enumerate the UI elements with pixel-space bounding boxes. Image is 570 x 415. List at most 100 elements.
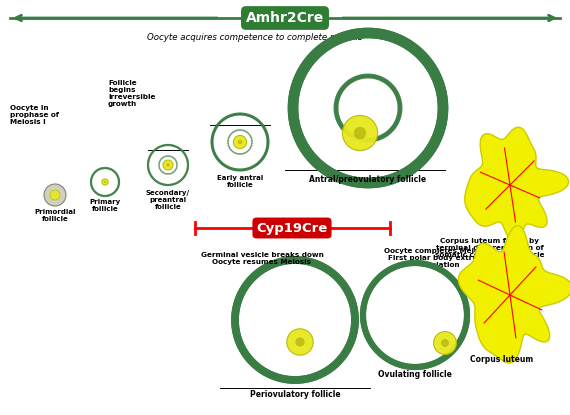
Circle shape <box>314 160 324 170</box>
Circle shape <box>360 318 367 325</box>
Circle shape <box>259 265 267 273</box>
Circle shape <box>186 169 189 171</box>
Circle shape <box>450 347 456 354</box>
Circle shape <box>248 358 256 366</box>
Circle shape <box>317 43 328 54</box>
Circle shape <box>266 133 268 136</box>
Circle shape <box>292 78 302 89</box>
Circle shape <box>236 153 238 154</box>
Circle shape <box>358 74 363 79</box>
Circle shape <box>451 347 457 353</box>
Circle shape <box>259 121 262 124</box>
Circle shape <box>92 188 94 190</box>
Circle shape <box>378 135 382 140</box>
Circle shape <box>170 173 172 174</box>
Circle shape <box>390 172 401 183</box>
Circle shape <box>178 148 181 150</box>
Circle shape <box>158 182 161 184</box>
Circle shape <box>90 178 92 181</box>
Circle shape <box>453 279 459 286</box>
Circle shape <box>217 122 221 125</box>
Circle shape <box>438 106 448 117</box>
Circle shape <box>462 325 469 332</box>
Circle shape <box>351 310 359 318</box>
Circle shape <box>174 158 176 160</box>
Circle shape <box>389 127 394 132</box>
Circle shape <box>371 28 382 39</box>
Circle shape <box>378 176 389 187</box>
Circle shape <box>437 90 447 101</box>
Circle shape <box>429 361 435 367</box>
Circle shape <box>386 357 393 364</box>
Circle shape <box>391 124 396 129</box>
Circle shape <box>351 77 356 82</box>
Circle shape <box>395 170 406 181</box>
Circle shape <box>383 79 388 84</box>
Circle shape <box>320 369 328 376</box>
Circle shape <box>243 113 247 116</box>
Circle shape <box>379 352 385 359</box>
Circle shape <box>111 193 113 195</box>
Circle shape <box>236 292 244 300</box>
Circle shape <box>406 364 412 370</box>
Circle shape <box>302 147 313 157</box>
Circle shape <box>241 283 249 291</box>
Circle shape <box>335 113 340 118</box>
Circle shape <box>242 281 250 289</box>
Circle shape <box>247 114 250 117</box>
Circle shape <box>347 29 358 40</box>
Circle shape <box>383 132 388 137</box>
Circle shape <box>95 192 97 194</box>
Circle shape <box>431 73 442 84</box>
Circle shape <box>404 40 414 51</box>
Circle shape <box>336 118 341 123</box>
Circle shape <box>463 307 470 313</box>
Circle shape <box>158 167 160 169</box>
Circle shape <box>325 38 336 49</box>
Circle shape <box>420 363 426 370</box>
Circle shape <box>434 332 457 354</box>
Circle shape <box>181 178 183 181</box>
Circle shape <box>457 286 463 292</box>
Circle shape <box>291 81 302 92</box>
Circle shape <box>411 45 422 56</box>
Circle shape <box>373 137 378 142</box>
Circle shape <box>408 364 414 370</box>
Circle shape <box>326 37 337 48</box>
Circle shape <box>254 269 262 277</box>
Circle shape <box>338 89 343 94</box>
Circle shape <box>398 362 405 369</box>
Circle shape <box>364 137 369 142</box>
Circle shape <box>90 180 92 182</box>
Circle shape <box>363 329 369 335</box>
Circle shape <box>256 268 264 276</box>
Circle shape <box>346 292 354 300</box>
Circle shape <box>107 195 109 197</box>
Circle shape <box>266 143 270 146</box>
Circle shape <box>210 138 214 141</box>
Circle shape <box>385 356 392 363</box>
Circle shape <box>294 256 302 264</box>
Circle shape <box>464 313 470 320</box>
Circle shape <box>117 178 120 181</box>
Circle shape <box>298 65 308 76</box>
Circle shape <box>396 361 402 368</box>
Circle shape <box>238 168 242 171</box>
Circle shape <box>335 98 340 103</box>
Circle shape <box>264 129 267 132</box>
Circle shape <box>463 305 470 312</box>
Circle shape <box>340 31 351 42</box>
Circle shape <box>178 180 181 182</box>
Circle shape <box>262 125 265 128</box>
Circle shape <box>50 190 60 200</box>
Circle shape <box>164 156 166 157</box>
Circle shape <box>308 51 319 61</box>
Circle shape <box>264 151 267 154</box>
Circle shape <box>296 256 304 264</box>
Circle shape <box>246 276 254 284</box>
Circle shape <box>357 28 368 39</box>
Circle shape <box>425 144 436 155</box>
Circle shape <box>429 139 439 149</box>
Circle shape <box>381 30 392 41</box>
Circle shape <box>102 179 108 185</box>
